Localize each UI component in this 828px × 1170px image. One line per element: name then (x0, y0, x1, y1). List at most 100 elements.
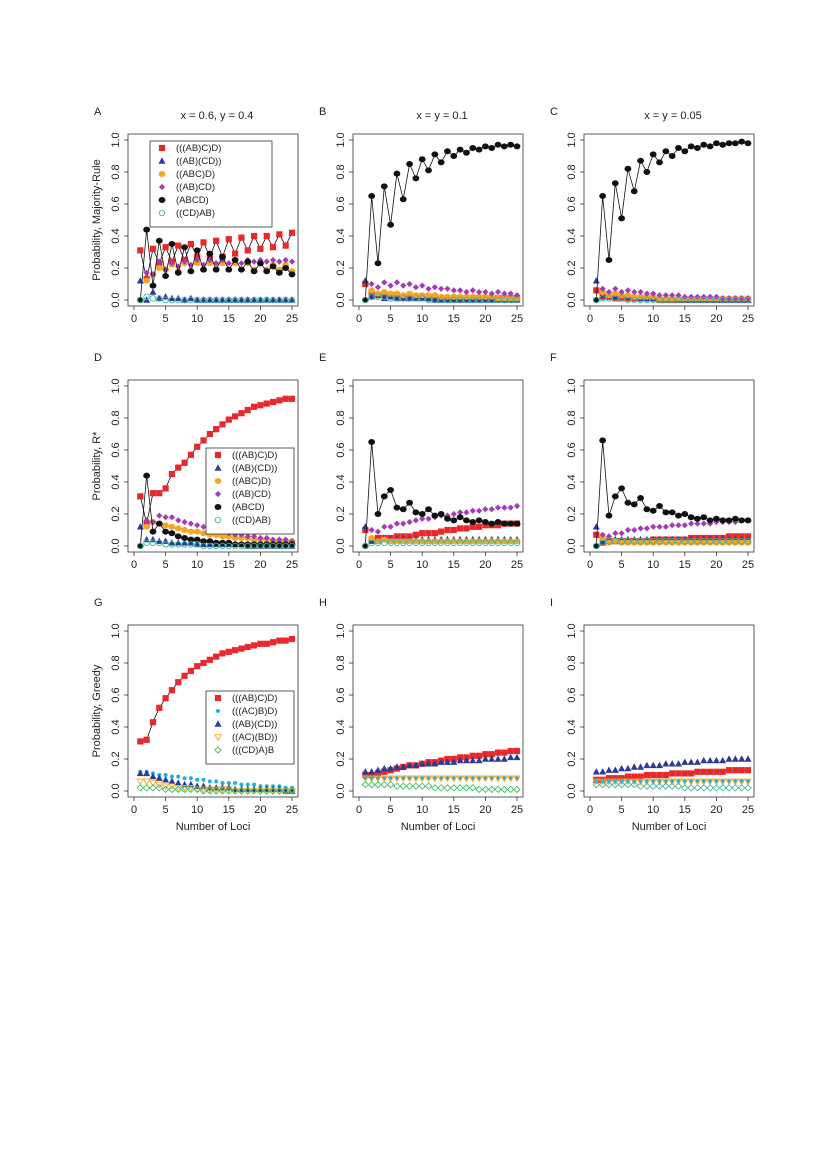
data-point (662, 760, 670, 767)
data-point (232, 413, 239, 420)
x-tick-label: 0 (356, 804, 362, 816)
data-point (630, 539, 638, 546)
data-point (162, 522, 170, 529)
data-point (488, 751, 495, 758)
data-point (156, 704, 163, 711)
legend-label: ((ABC)D) (232, 476, 271, 487)
data-point (200, 523, 207, 530)
data-point (444, 285, 451, 292)
data-point (252, 782, 257, 787)
data-point (181, 541, 188, 548)
x-tick-label: 0 (587, 804, 593, 816)
data-point (374, 538, 382, 545)
legend-marker (214, 720, 222, 727)
data-point (611, 180, 619, 187)
data-point (650, 290, 657, 297)
data-point (513, 295, 521, 302)
data-point (675, 539, 682, 546)
data-point (381, 523, 388, 530)
data-point (425, 530, 432, 537)
series-(((AB)C)D) (137, 229, 296, 283)
data-point (475, 752, 483, 759)
data-point (444, 512, 451, 519)
x-tick-label: 0 (587, 313, 593, 325)
data-point (250, 542, 258, 550)
data-point (418, 782, 426, 790)
data-point (425, 539, 432, 547)
panel-D: D 0 5 10 15 20 25 0.0 0.2 0.4 0.6 0.8 1.0 Probability… (91, 352, 299, 571)
panel-letter: A (94, 106, 102, 118)
data-point (244, 533, 251, 540)
data-point (181, 296, 188, 304)
data-point (469, 287, 476, 294)
data-point (592, 780, 601, 789)
data-point (494, 775, 502, 783)
data-point (482, 522, 489, 529)
data-point (187, 451, 194, 458)
data-point (288, 395, 296, 402)
data-point (463, 288, 470, 296)
data-point (381, 539, 388, 547)
data-point (256, 787, 265, 795)
data-point (161, 783, 170, 791)
data-point (219, 421, 226, 428)
data-point (412, 517, 419, 524)
data-point (174, 294, 182, 302)
data-point (700, 768, 707, 775)
data-point (605, 288, 613, 296)
data-point (738, 517, 746, 524)
x-tick-label: 20 (254, 559, 266, 571)
data-point (182, 776, 187, 781)
series-(ABCD) (361, 141, 521, 303)
data-point (700, 296, 708, 304)
data-point (636, 778, 645, 786)
data-point (361, 297, 369, 303)
data-point (288, 271, 296, 278)
plot-frame (352, 624, 524, 798)
data-point (213, 426, 220, 433)
data-point (513, 775, 521, 783)
data-point (450, 510, 457, 518)
data-point (687, 514, 695, 521)
data-point (437, 539, 445, 547)
panel-letter: F (550, 352, 557, 364)
data-point (418, 775, 427, 783)
data-point (225, 266, 233, 273)
data-point (137, 247, 144, 254)
data-point (488, 290, 495, 297)
y-tick-label: 0.0 (566, 292, 578, 307)
x-tick-label: 20 (479, 804, 491, 816)
data-point (393, 782, 401, 790)
data-point (136, 523, 144, 530)
data-point (593, 296, 600, 304)
x-tick-label: 5 (619, 559, 625, 571)
data-point (269, 296, 277, 303)
data-point (656, 761, 664, 769)
data-point (155, 537, 163, 544)
data-point (443, 775, 452, 783)
x-axis-label: Number of Loci (176, 821, 251, 833)
data-point (206, 296, 214, 303)
data-point (725, 784, 733, 792)
data-point (368, 287, 376, 294)
data-point (462, 756, 470, 764)
y-tick-label: 0.4 (110, 228, 122, 243)
data-point (662, 539, 670, 546)
data-point (456, 784, 464, 792)
data-point (450, 153, 458, 159)
y-tick-label: 0.8 (335, 655, 347, 670)
data-point (488, 506, 495, 513)
data-point (218, 787, 227, 795)
data-point (200, 530, 207, 537)
data-point (469, 539, 477, 547)
data-point (725, 295, 733, 302)
x-tick-label: 10 (647, 313, 659, 325)
data-point (438, 528, 445, 535)
data-point (624, 764, 632, 772)
data-point (513, 520, 521, 527)
data-point (631, 773, 638, 780)
data-point (668, 760, 676, 767)
data-point (212, 296, 220, 304)
data-point (507, 747, 514, 755)
data-point (361, 768, 369, 775)
